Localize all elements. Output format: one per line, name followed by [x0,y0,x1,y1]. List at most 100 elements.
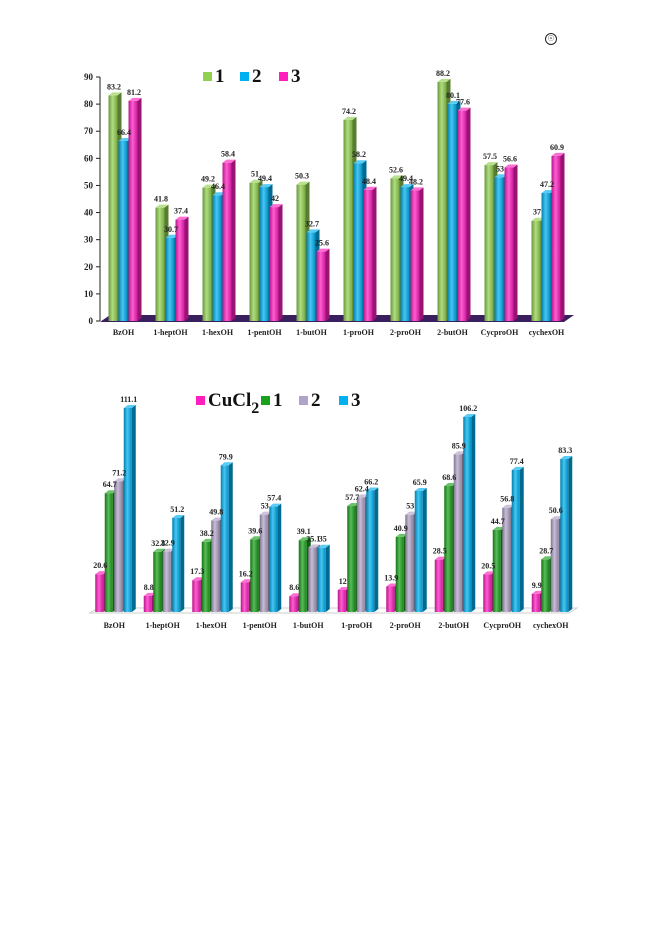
y-tick-label: 20 [84,262,94,272]
bar-3-2-butoh [457,107,471,322]
data-label: 53 [496,164,504,173]
bar-3-cychexoh [560,456,573,612]
data-label: 57.7 [345,493,359,502]
category-label: 1-heptOH [153,328,188,337]
data-label: 48.2 [409,177,423,186]
category-label: 1-butOH [293,621,324,630]
legend-swatch-2 [299,396,308,405]
category-label: 1-hexOH [202,328,234,337]
category-label: 2-butOH [437,328,468,337]
data-label: 32.8 [151,539,165,548]
data-label: 56.8 [500,495,514,504]
corner-symbol: ☉ [545,33,557,45]
data-label: 42 [271,194,279,203]
data-label: 53 [406,502,414,511]
bar-3-2-prooh [410,187,424,321]
data-label: 8.8 [144,583,154,592]
category-label: 1-pentOH [247,328,282,337]
bar-3-1-hexoh [222,159,236,321]
data-label: 60.9 [550,143,564,152]
data-label: 39.6 [248,526,262,535]
bar-3-cycprooh [504,164,518,321]
data-label: 58.4 [221,150,235,159]
legend-label-3: 3 [351,390,361,411]
data-label: 80.1 [446,91,460,100]
bar-3-1-prooh [366,487,379,612]
data-label: 13.9 [384,573,398,582]
data-label: 50.3 [295,172,309,181]
bar-3-1-pentoh [269,503,282,612]
bar-3-bzoh [123,405,136,612]
data-label: 79.9 [219,452,233,461]
data-label: 28.7 [539,546,553,555]
data-label: 52.6 [389,165,403,174]
data-label: 49.4 [258,174,272,183]
legend-label-1: 1 [215,66,225,87]
data-label: 20.5 [481,561,495,570]
category-label: 1-proOH [341,621,373,630]
data-label: 106.2 [459,404,477,413]
data-label: 88.2 [436,69,450,78]
data-label: 81.2 [127,88,141,97]
data-label: 49.4 [399,174,413,183]
data-label: 53 [261,502,269,511]
bar-3-2-butoh [463,413,476,612]
data-label: 66.4 [117,128,131,137]
data-label: 37.4 [174,207,188,216]
data-label: 28.5 [433,547,447,556]
data-label: 20.6 [93,561,107,570]
data-label: 58.2 [352,150,366,159]
data-label: 56.6 [503,155,517,164]
bar-3-cychexoh [551,152,565,321]
category-label: 2-proOH [390,328,422,337]
y-tick-label: 0 [89,316,94,326]
category-label: 1-hexOH [196,621,228,630]
bar-3-1-prooh [363,186,377,321]
legend-swatch-1 [203,72,212,81]
category-label: 1-proOH [343,328,375,337]
y-tick-label: 50 [84,180,94,190]
category-label: 1-heptOH [146,621,181,630]
legend-swatch-1 [261,396,270,405]
data-label: 49.2 [201,175,215,184]
y-tick-label: 10 [84,289,94,299]
data-label: 66.2 [364,477,378,486]
data-label: 35.1 [306,535,320,544]
data-label: 17.3 [190,567,204,576]
data-label: 77.6 [456,98,470,107]
bar-3-1-butoh [317,544,330,612]
category-label: 1-pentOH [243,621,278,630]
data-label: 32.7 [305,219,319,228]
data-label: 30.7 [164,225,178,234]
data-label: 40.9 [394,524,408,533]
legend-swatch-3 [279,72,288,81]
data-label: 38.2 [200,529,214,538]
data-label: 57.4 [267,494,281,503]
y-tick-label: 40 [84,208,94,218]
data-label: 74.2 [342,107,356,116]
data-label: 57.5 [483,152,497,161]
category-label: cychexOH [533,621,569,630]
bar-3-1-heptoh [175,216,189,321]
data-label: 37 [533,208,541,217]
data-label: 16.2 [239,569,253,578]
category-label: BzOH [104,621,126,630]
bar-3-cycprooh [511,466,524,612]
bar-3-2-prooh [414,487,427,612]
data-label: 51.2 [170,505,184,514]
bar-3-1-hexoh [220,462,233,612]
data-label: 62.4 [355,484,369,493]
data-label: 50.6 [549,506,563,515]
data-label: 25.6 [315,239,329,248]
y-tick-label: 80 [84,99,94,109]
legend-label-cucl2: CuCl2 [208,390,259,417]
data-label: 51 [251,170,259,179]
data-label: 64.7 [103,480,117,489]
chart-1: 0 10 20 30 40 50 60 70 80 90 83.2 66.4 81.2 BzOH 41.8 3… [84,66,574,337]
data-label: 111.1 [120,395,137,404]
y-tick-label: 90 [84,72,94,82]
category-label: BzOH [113,328,135,337]
y-tick-label: 30 [84,235,94,245]
category-label: 1-butOH [296,328,327,337]
category-label: 2-butOH [438,621,469,630]
